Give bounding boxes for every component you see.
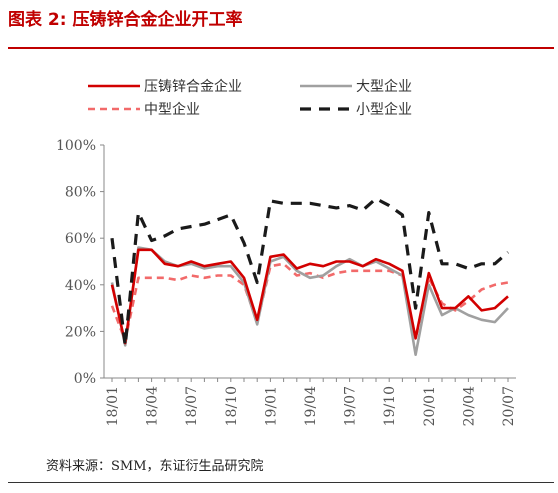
x-tick-label: 18/01 (105, 386, 121, 426)
y-tick-label: 20% (65, 324, 96, 340)
title-divider (8, 47, 554, 49)
x-tick-label: 19/04 (303, 386, 319, 426)
x-tick-label: 18/07 (184, 386, 200, 426)
y-tick-label: 80% (65, 185, 96, 201)
series-line-medium (110, 262, 509, 342)
y-tick-label: 60% (65, 231, 96, 247)
legend-label-large: 大型企业 (356, 78, 412, 95)
x-tick-label: 20/01 (422, 386, 438, 426)
x-tick-label: 18/10 (224, 386, 240, 426)
x-tick-label: 19/07 (343, 386, 359, 426)
x-tick-label: 20/07 (501, 386, 517, 426)
source-note: 资料来源：SMM，东证衍生品研究院 (46, 459, 264, 474)
x-tick-label: 20/04 (461, 386, 477, 426)
figure-title: 图表 2: 压铸锌合金企业开工率 (8, 10, 243, 30)
legend-label-small: 小型企业 (356, 101, 412, 118)
chart-series (110, 197, 510, 356)
series-line-overall (110, 248, 509, 345)
legend-label-overall: 压铸锌合金企业 (144, 78, 242, 95)
legend-label-medium: 中型企业 (144, 101, 200, 118)
x-tick-label: 19/10 (382, 386, 398, 426)
chart-axes: 0% 20% 40% 60% 80% 100% 18/01 18/04 18/07 18/10 19… (56, 138, 517, 426)
y-tick-label: 100% (56, 138, 96, 154)
x-tick-label: 18/04 (145, 386, 161, 426)
x-tick-label: 19/01 (263, 386, 279, 426)
y-tick-label: 40% (65, 278, 96, 294)
source-divider (8, 482, 554, 483)
series-line-small (110, 197, 510, 347)
y-tick-label: 0% (74, 371, 96, 387)
